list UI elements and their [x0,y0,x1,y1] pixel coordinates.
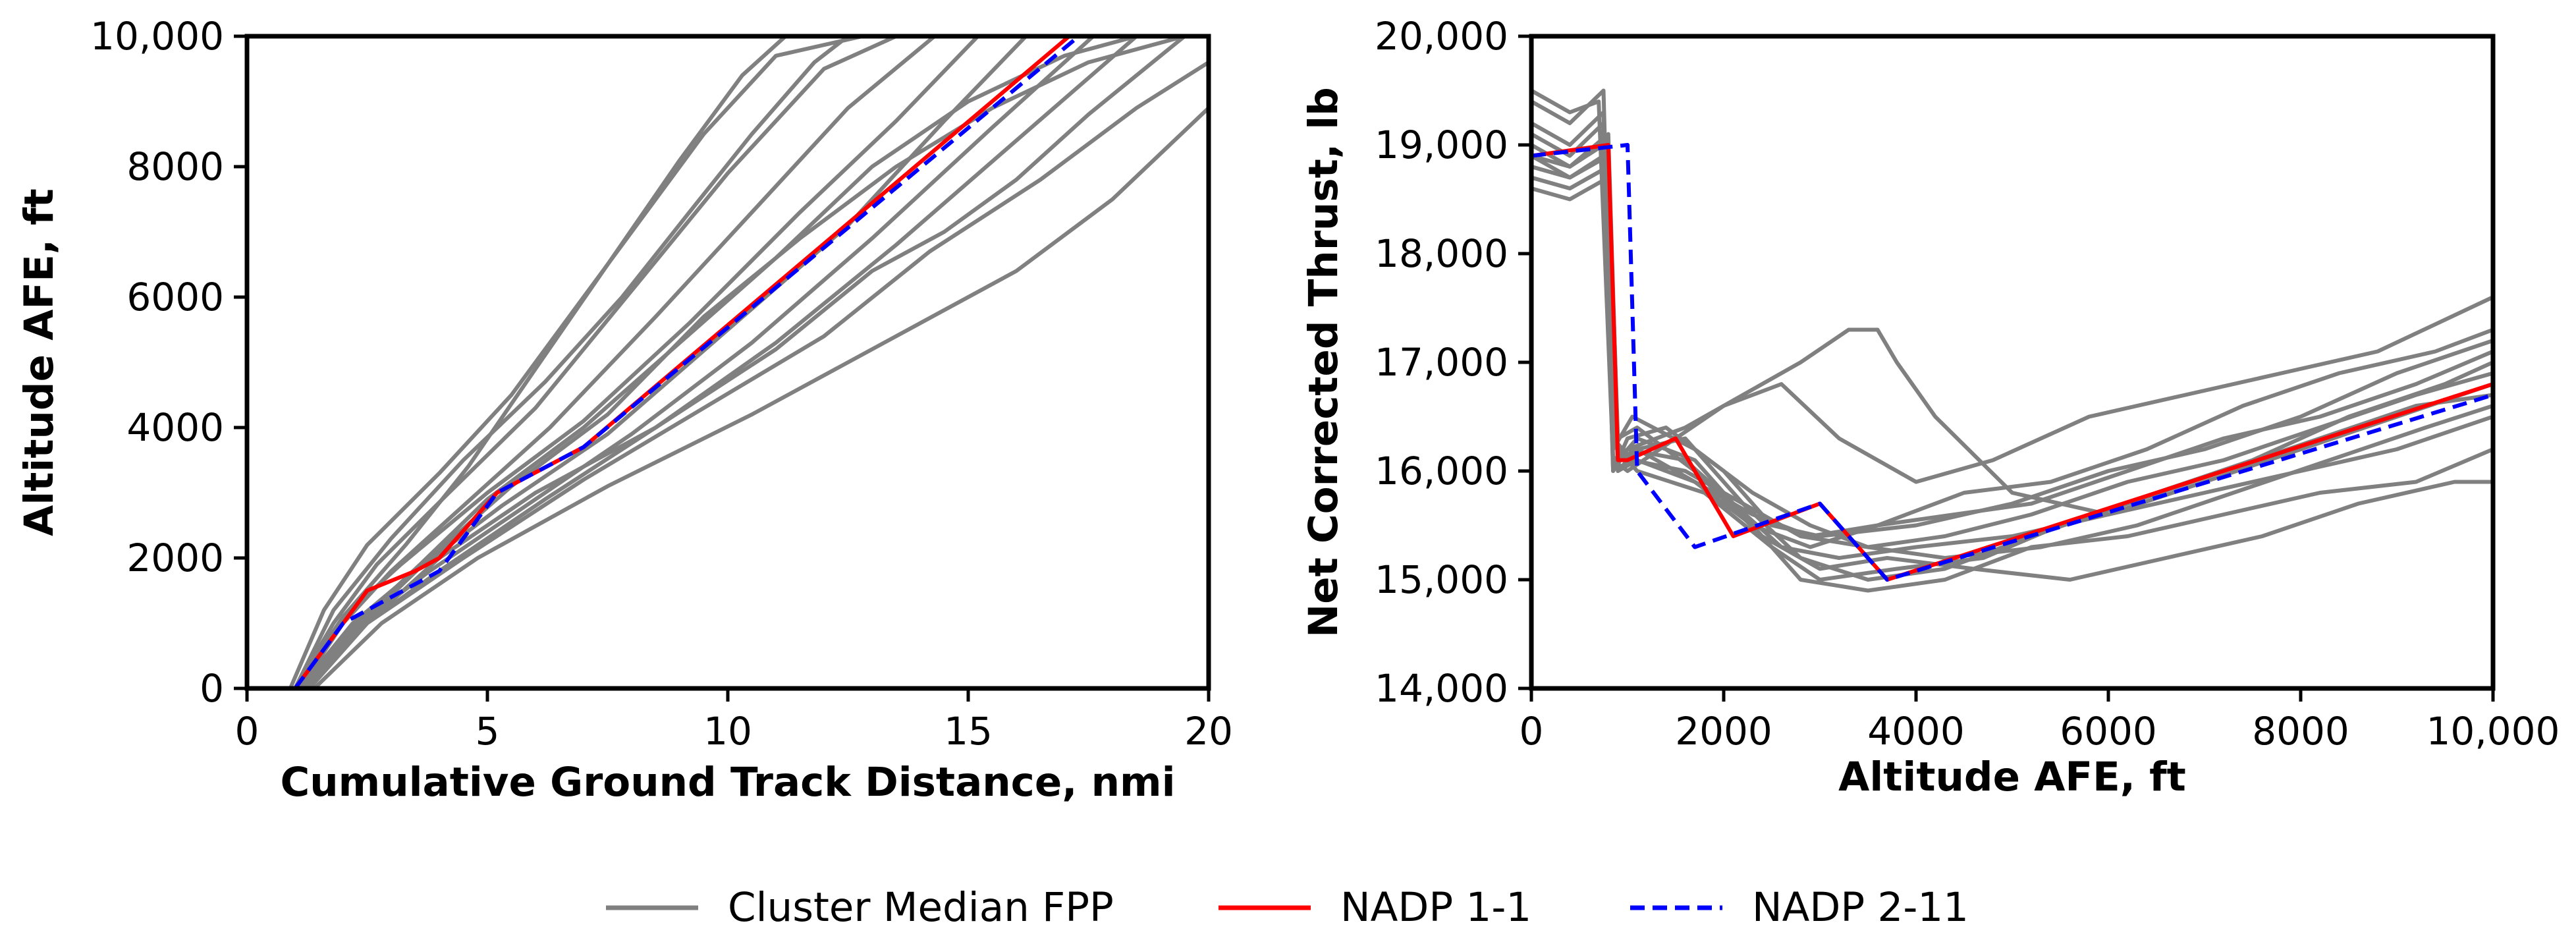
legend: Cluster Median FPP NADP 1-1 NADP 2-11 [606,884,1969,931]
x-tick-label: 8000 [2252,709,2349,754]
cluster-median-fpp-lines [1531,88,2493,593]
x-tick-label: 6000 [2060,709,2157,754]
y-axis-ticks: 0 2000 4000 6000 8000 10,000 [90,14,247,711]
legend-label-nadp-1-1: NADP 1-1 [1340,884,1531,931]
cluster-median-fpp-line [293,36,898,688]
y-tick-label: 19,000 [1375,123,1508,167]
y-tick-label: 17,000 [1375,340,1508,385]
thrust-vs-altitude-chart: 0 2000 4000 6000 8000 10,000 14,000 15,000 16,0… [1300,14,2560,800]
x-tick-label: 2000 [1675,709,1772,754]
x-tick-label: 10,000 [2426,709,2560,754]
plot-frame [1529,34,2496,691]
nadp-1-1-line [1531,143,2493,582]
x-tick-label: 15 [944,709,993,754]
y-tick-label: 16,000 [1375,449,1508,493]
cluster-median-fpp-line [302,36,1139,688]
x-tick-label: 0 [235,709,260,754]
y-tick-label: 20,000 [1375,14,1508,59]
cluster-median-fpp-line [288,36,865,688]
y-tick-label: 2000 [126,536,224,580]
y-tick-label: 4000 [126,405,224,450]
cluster-median-fpp-line [298,36,937,688]
y-tick-label: 10,000 [90,14,224,59]
y-tick-label: 0 [200,666,224,711]
x-tick-label: 10 [703,709,752,754]
x-tick-label: 5 [476,709,500,754]
cluster-median-fpp-line [1531,153,2493,582]
legend-entry-nadp-1-1: NADP 1-1 [1219,884,1531,931]
x-axis-label: Altitude AFE, ft [1838,754,2186,800]
y-axis-label: Net Corrected Thrust, lb [1300,87,1347,638]
y-tick-label: 6000 [126,275,224,319]
cluster-median-fpp-line [307,36,1187,688]
nadp-lines [1531,143,2493,582]
x-axis-label: Cumulative Ground Track Distance, nmi [280,759,1175,806]
y-tick-label: 18,000 [1375,231,1508,276]
x-axis-ticks: 0 5 10 15 20 [235,688,1233,754]
x-tick-label: 20 [1184,709,1233,754]
y-tick-label: 15,000 [1375,557,1508,602]
altitude-vs-distance-chart: 0 5 10 15 20 0 2000 4000 6000 8000 10,000 Cumulat… [16,14,1233,806]
y-axis-ticks: 14,000 15,000 16,000 17,000 18,000 19,000 20,0… [1375,14,1531,711]
cluster-median-fpp-line [1531,153,2493,516]
altitude-vs-distance-plot-lines [288,36,1209,688]
y-axis-label: Altitude AFE, ft [16,188,63,536]
nadp-lines [293,36,1080,688]
y-tick-label: 8000 [126,144,224,189]
cluster-median-fpp-lines [288,36,1209,688]
cluster-median-fpp-line [1531,88,2493,549]
cluster-median-fpp-line [312,105,1209,688]
legend-entry-cluster-median: Cluster Median FPP [606,884,1114,931]
legend-label-cluster-median: Cluster Median FPP [728,884,1114,931]
legend-label-nadp-2-11: NADP 2-11 [1752,884,1969,931]
y-tick-label: 14,000 [1375,666,1508,711]
cluster-median-fpp-line [1531,153,2493,582]
cluster-median-fpp-line [302,60,1209,688]
cluster-median-fpp-line [293,36,850,688]
cluster-median-fpp-line [307,36,1187,688]
cluster-median-fpp-line [1531,165,2493,593]
x-axis-ticks: 0 2000 4000 6000 8000 10,000 [1520,688,2560,754]
nadp-2-11-line [1531,143,2493,582]
x-tick-label: 4000 [1867,709,1965,754]
thrust-vs-altitude-plot-lines [1531,88,2493,593]
legend-entry-nadp-2-11: NADP 2-11 [1630,884,1969,931]
nadp-2-11-line [293,36,1080,688]
x-tick-label: 0 [1520,709,1544,754]
